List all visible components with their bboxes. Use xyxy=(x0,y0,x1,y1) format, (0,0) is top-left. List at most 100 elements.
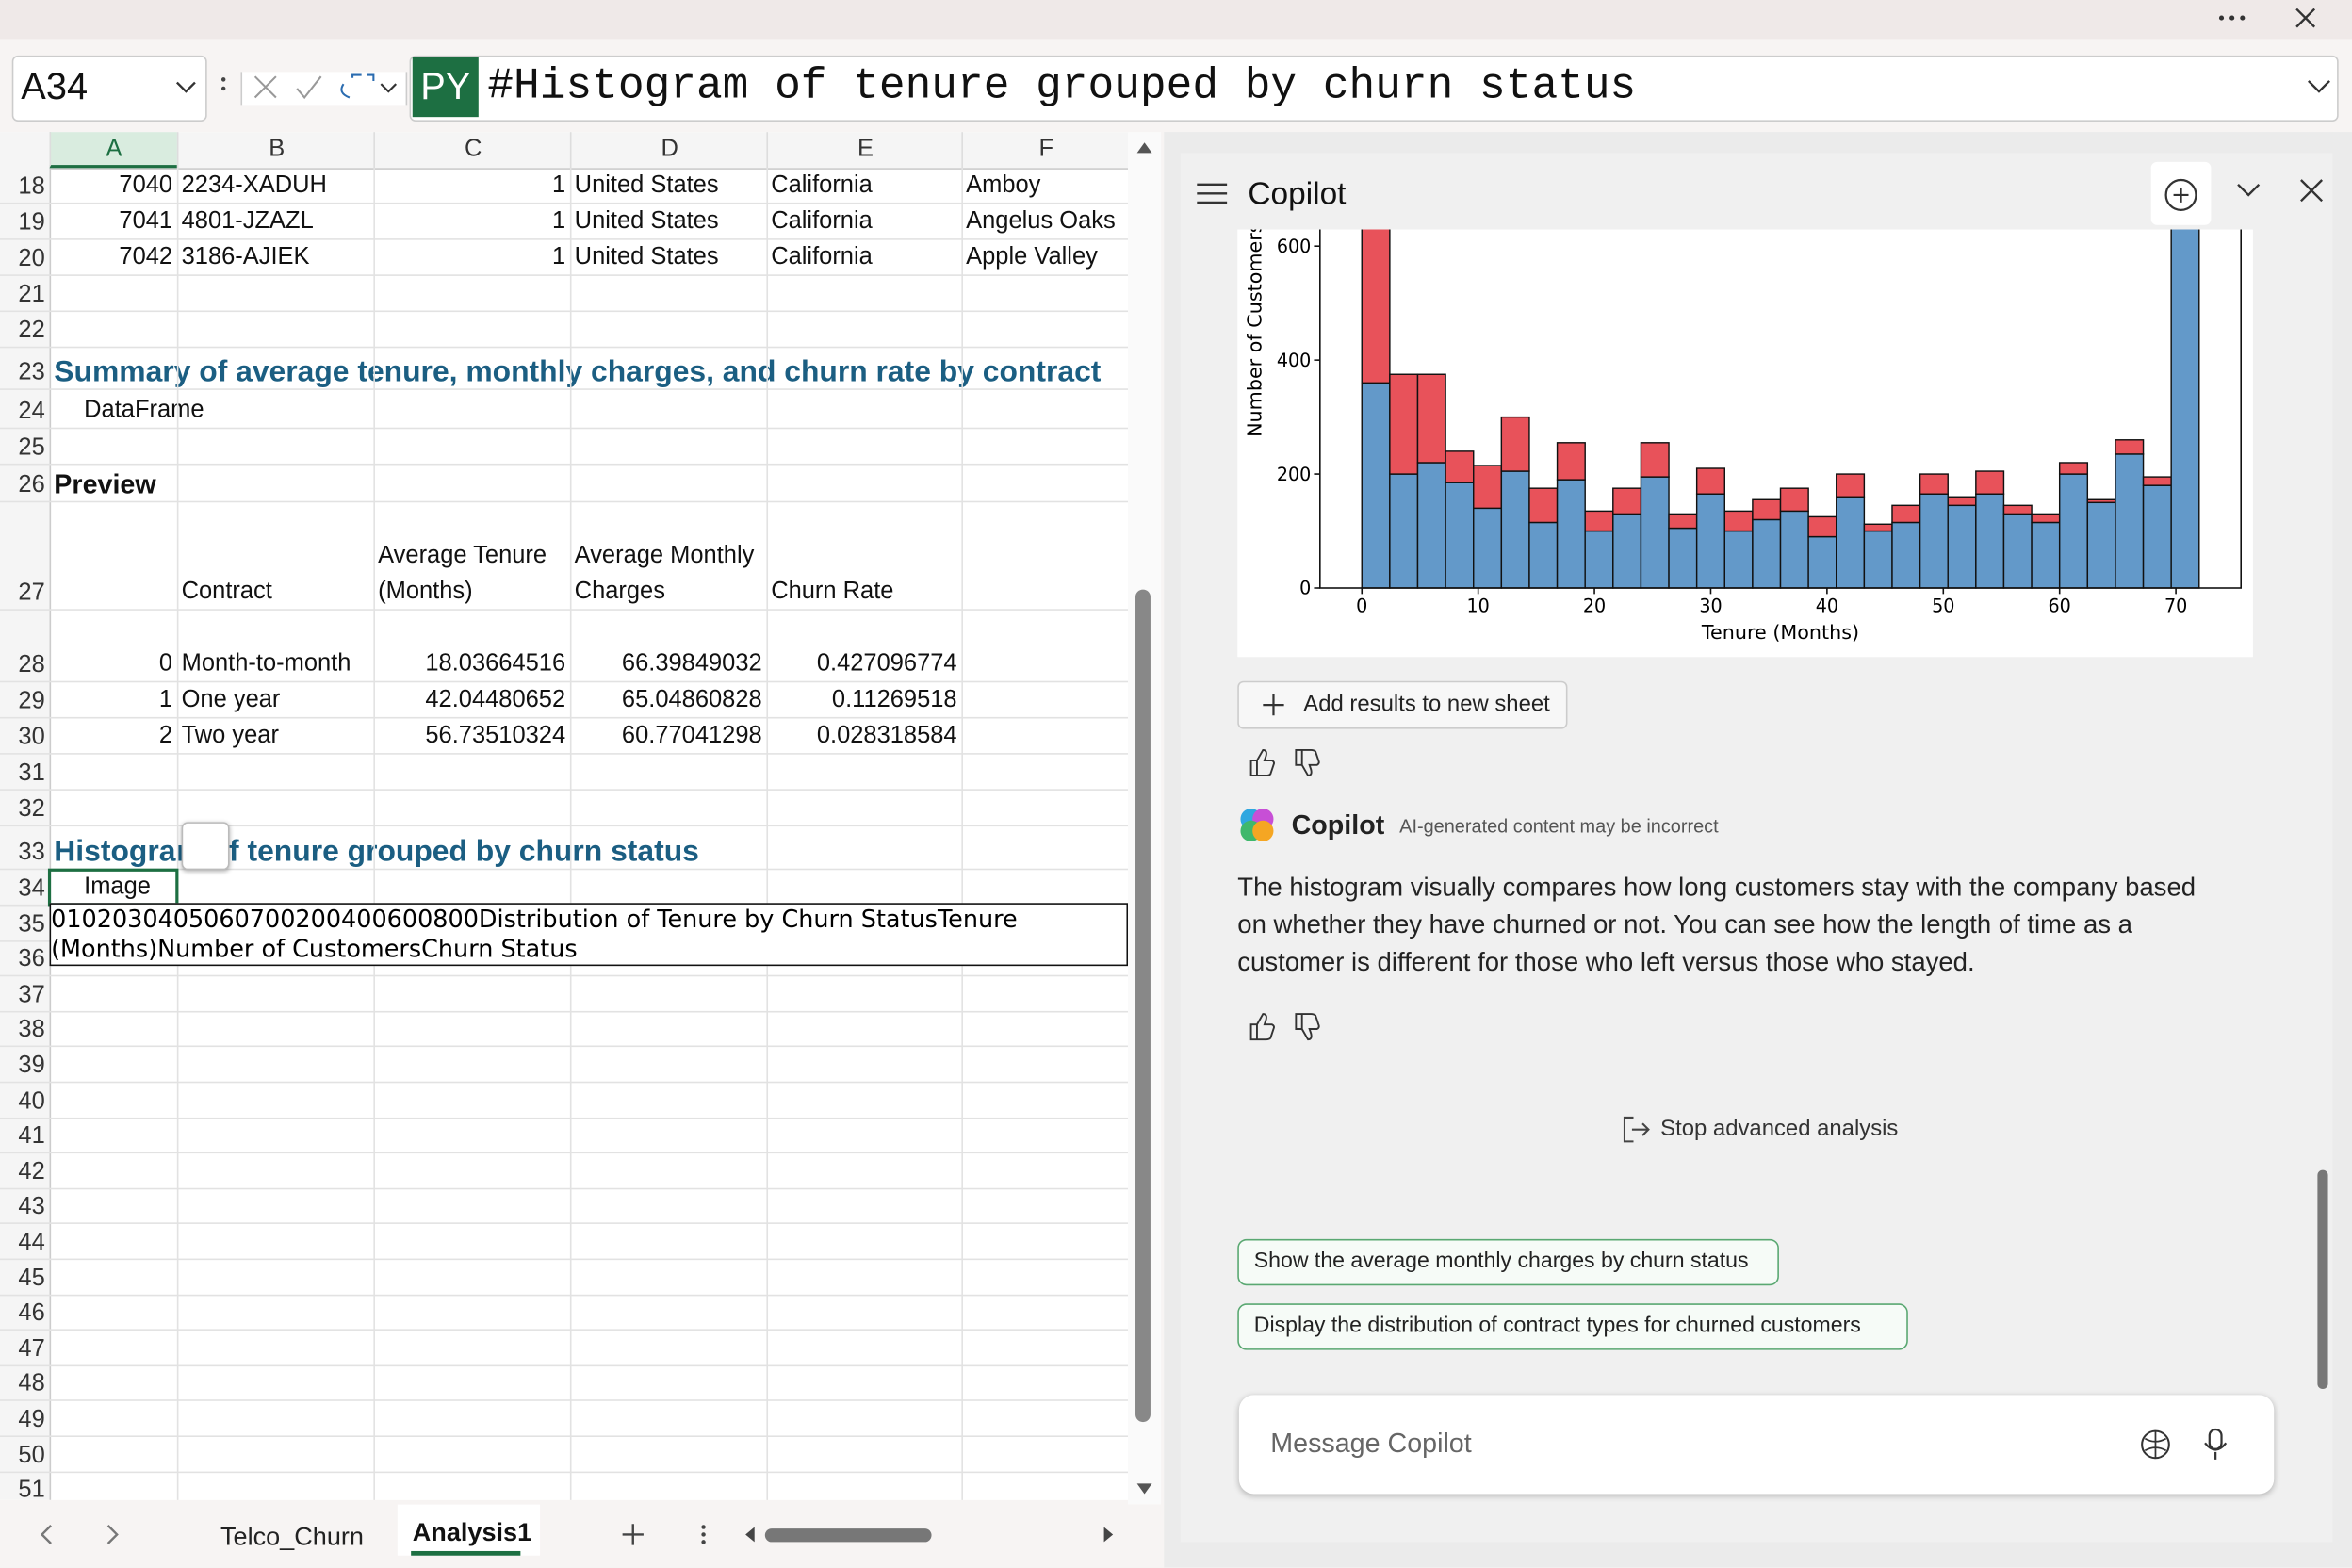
new-chat-button[interactable] xyxy=(2151,162,2212,225)
histogram-bar xyxy=(2144,485,2172,588)
suggestion[interactable]: Show the average monthly charges by chur… xyxy=(1237,1239,1779,1285)
histogram-bar xyxy=(1781,511,1809,588)
formula-buttons[interactable] xyxy=(215,72,410,105)
row-number: 20 xyxy=(0,240,45,276)
row-number: 18 xyxy=(0,168,45,204)
cell: Apple Valley xyxy=(961,240,1128,276)
column-gridline xyxy=(961,168,963,1500)
histogram-bar xyxy=(2060,463,2088,474)
row-number: 26 xyxy=(0,465,45,502)
row-number: 19 xyxy=(0,204,45,239)
scroll-up[interactable] xyxy=(1135,139,1153,155)
row-gridline xyxy=(0,1223,1128,1225)
cell: 1 xyxy=(373,240,570,276)
x-tick-label: 20 xyxy=(1583,595,1606,616)
x-tick-label: 40 xyxy=(1816,595,1838,616)
column-gridline xyxy=(373,168,375,1500)
row-number: 39 xyxy=(0,1048,45,1084)
x-tick-label: 60 xyxy=(219,905,249,933)
row-number: 31 xyxy=(0,755,45,791)
sheet-chart: 0102030405060700200400600800Distribution… xyxy=(50,903,1129,966)
add-results-button[interactable]: Add results to new sheet xyxy=(1237,681,1567,729)
x-tick-label: 40 xyxy=(158,905,188,933)
row-number: 51 xyxy=(0,1473,45,1500)
scroll-thumb[interactable] xyxy=(1135,590,1151,1422)
tab-nav[interactable] xyxy=(36,1523,126,1546)
cell: 7042 xyxy=(50,240,177,276)
row-number: 27 xyxy=(0,502,45,611)
cell: 7041 xyxy=(50,204,177,239)
row-number: 41 xyxy=(0,1119,45,1154)
cell: California xyxy=(766,168,961,204)
histogram-bar xyxy=(2087,502,2115,588)
histogram-bar xyxy=(1697,494,1725,588)
cell: California xyxy=(766,240,961,276)
cell: 2 xyxy=(50,718,177,754)
histogram-bar xyxy=(1613,488,1642,514)
sheet-tab-active[interactable]: Analysis1 xyxy=(413,1518,531,1548)
y-tick-label: 600 xyxy=(387,905,433,933)
cell: 0 xyxy=(50,611,177,682)
insert-data-button[interactable] xyxy=(182,822,230,870)
histogram-bar xyxy=(1948,505,1976,588)
y-axis-label: Number of Customers xyxy=(1244,230,1266,437)
message-input[interactable]: Message Copilot xyxy=(1239,1395,2274,1494)
histogram-bar xyxy=(1390,374,1418,474)
row-number: 21 xyxy=(0,276,45,312)
row-number: 45 xyxy=(0,1260,45,1296)
column-gridline xyxy=(177,168,179,1500)
row-number: 37 xyxy=(0,977,45,1013)
pane-controls[interactable] xyxy=(2235,177,2326,204)
histogram-bar xyxy=(2032,514,2060,522)
vertical-scrollbar[interactable] xyxy=(1128,132,1161,1505)
histogram-bar xyxy=(1669,514,1697,528)
menu-icon[interactable] xyxy=(1196,180,1229,207)
histogram-bar xyxy=(1641,443,1669,477)
column-header: B xyxy=(177,132,375,168)
stop-icon[interactable] xyxy=(1620,1115,1653,1145)
column-header: C xyxy=(373,132,571,168)
histogram-bar xyxy=(1920,474,1949,494)
expand-formula[interactable] xyxy=(2307,78,2330,96)
cell: Average Monthly Charges xyxy=(570,502,767,611)
copilot-logo xyxy=(1239,807,1275,842)
cell: 1 xyxy=(373,204,570,239)
feedback[interactable] xyxy=(1247,747,1322,780)
scroll-down[interactable] xyxy=(1135,1482,1153,1497)
histogram-bar xyxy=(1501,471,1529,588)
histogram-bar xyxy=(1669,529,1697,588)
x-tick-label: 60 xyxy=(2049,595,2071,616)
column-header: D xyxy=(570,132,768,168)
sheet-tab[interactable]: Telco_Churn xyxy=(220,1523,364,1553)
window-controls[interactable] xyxy=(2214,6,2334,33)
cell: Churn Rate xyxy=(766,502,961,611)
horizontal-scrollbar[interactable] xyxy=(740,1523,1124,1546)
row-gridline xyxy=(0,1046,1128,1048)
pane-scroll-thumb[interactable] xyxy=(2317,1170,2328,1389)
column-gridline xyxy=(766,168,768,1500)
feedback[interactable] xyxy=(1247,1011,1322,1044)
histogram-bar xyxy=(2032,522,2060,588)
histogram-bar xyxy=(1781,488,1809,511)
row-gridline xyxy=(0,1187,1128,1189)
cell: United States xyxy=(570,168,767,204)
cell: 60.77041298 xyxy=(570,718,767,754)
x-tick-label: 50 xyxy=(1932,595,1954,616)
suggestion[interactable]: Display the distribution of contract typ… xyxy=(1237,1303,1908,1349)
name-box[interactable]: A34 xyxy=(12,56,207,122)
cell: 2234-XADUH xyxy=(177,168,374,204)
stop-label[interactable]: Stop advanced analysis xyxy=(1660,1116,1898,1141)
row-number: 34 xyxy=(0,870,45,906)
input-icons[interactable] xyxy=(2139,1427,2244,1462)
cell: Average Tenure (Months) xyxy=(373,502,570,611)
histogram-bar xyxy=(1892,505,1920,522)
row-number: 33 xyxy=(0,826,45,870)
copilot-chart: 0102030405060700200400600Tenure (Months)… xyxy=(1237,230,2253,658)
histogram-bar xyxy=(2003,505,2032,514)
x-tick-label: 10 xyxy=(66,905,96,933)
cell: Month-to-month xyxy=(177,611,374,682)
histogram-bar xyxy=(1808,516,1837,536)
row-number: 44 xyxy=(0,1225,45,1261)
tab-actions[interactable] xyxy=(619,1521,724,1551)
